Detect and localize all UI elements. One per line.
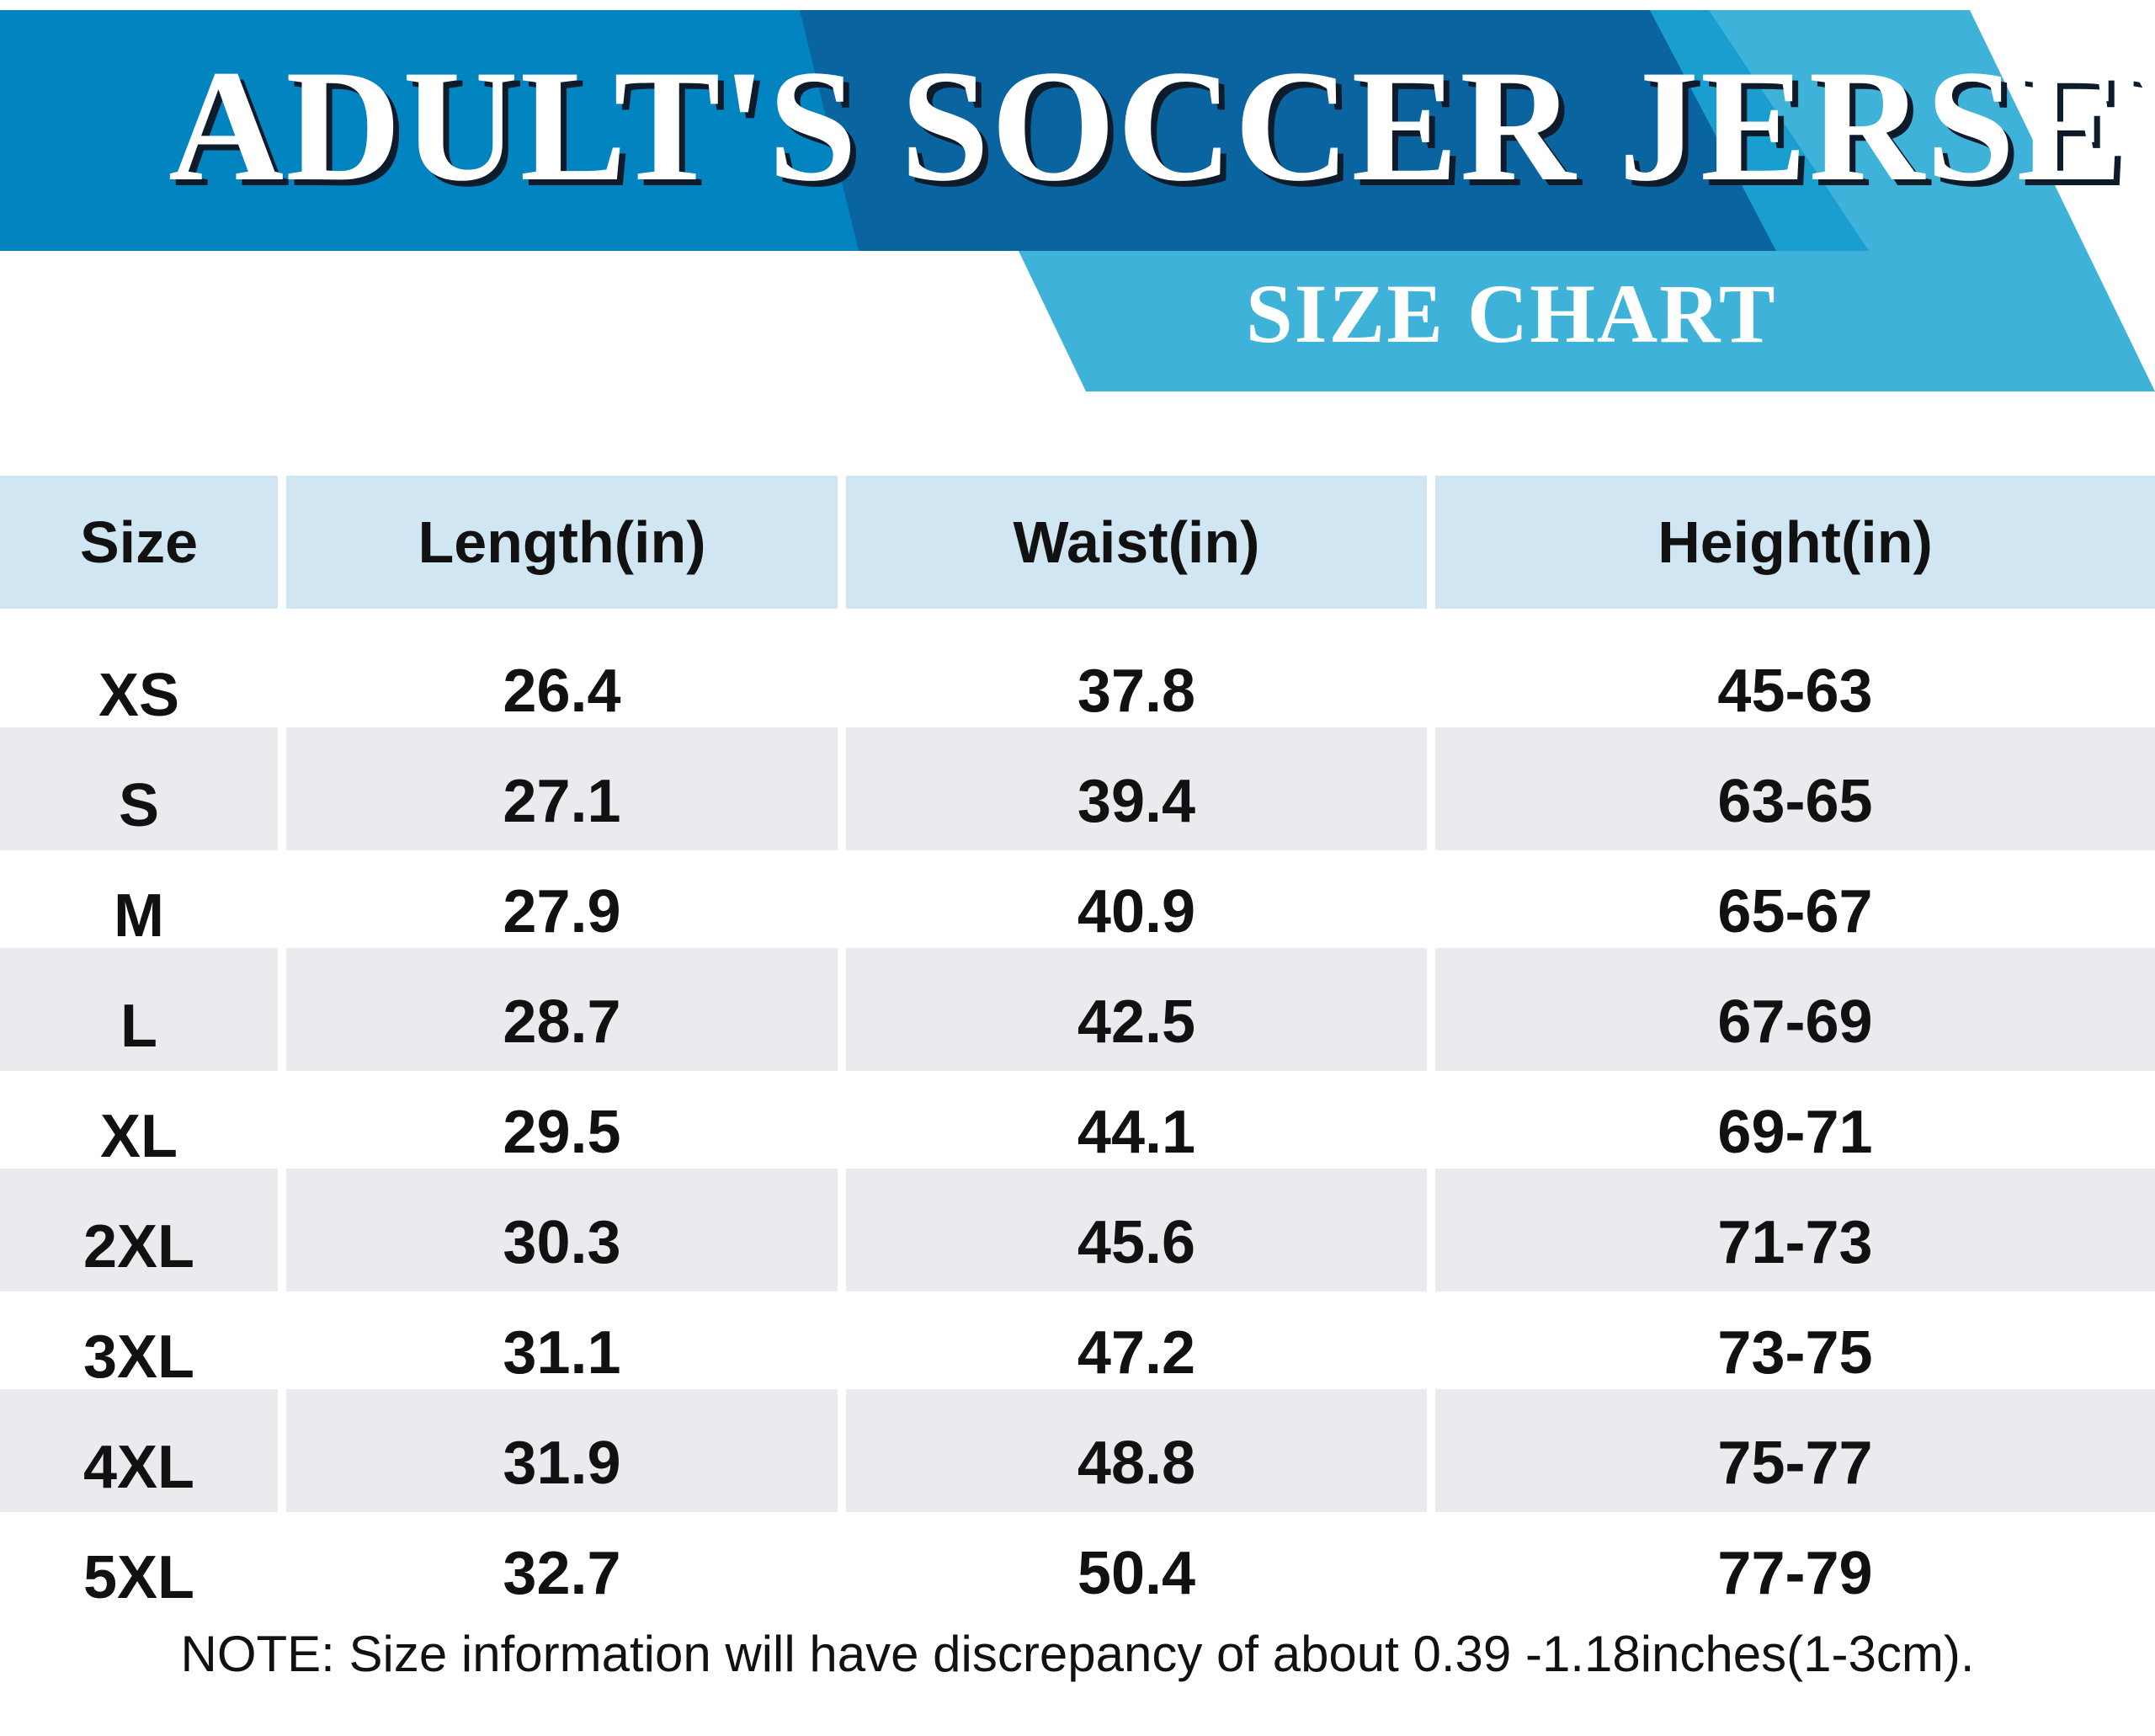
column-gap [278,1169,286,1291]
banner-dark-band [800,10,1776,251]
header-size: Size [0,476,278,609]
cell-waist: 40.9 [1077,877,1196,945]
column-gap [278,948,286,1071]
column-gap [278,1389,286,1512]
cell-height: 75-77 [1717,1429,1873,1497]
cell-height: 65-67 [1717,877,1873,945]
cell-size: XL [99,1102,178,1170]
cell-waist: 39.4 [1077,767,1196,835]
column-gap [838,948,846,1071]
row-background [0,727,2155,850]
cell-size: 3XL [82,1323,195,1391]
cell-size: M [114,881,164,950]
column-gap [1427,1169,1435,1291]
cell-waist: 44.1 [1077,1098,1196,1166]
header-height: Height(in) [1435,476,2155,609]
cell-length: 32.7 [503,1539,621,1607]
cell-height: 63-65 [1717,767,1873,835]
cell-length: 31.9 [503,1429,621,1497]
cell-height: 67-69 [1717,988,1873,1056]
column-gap [838,1169,846,1291]
column-gap [838,1389,846,1512]
header-waist: Waist(in) [846,476,1427,609]
column-gap [1427,1389,1435,1512]
cell-length: 29.5 [503,1098,621,1166]
cell-length: 30.3 [503,1208,621,1276]
cell-length: 28.7 [503,988,621,1056]
cell-height: 71-73 [1717,1208,1873,1276]
cell-height: 73-75 [1717,1318,1873,1387]
column-gap [1427,948,1435,1071]
cell-length: 27.9 [503,877,621,945]
row-background [0,948,2155,1071]
cell-height: 77-79 [1717,1539,1873,1607]
cell-waist: 45.6 [1077,1208,1196,1276]
banner-accent [1650,10,1869,251]
page-title: ADULT'S SOCCER JERSEY [168,38,2155,215]
header-length: Length(in) [286,476,838,609]
cell-length: 31.1 [503,1318,621,1387]
cell-length: 27.1 [503,767,621,835]
header-banner [0,10,2155,391]
row-background [0,1389,2155,1512]
cell-height: 45-63 [1717,657,1873,725]
column-gap [278,727,286,850]
cell-size: 2XL [82,1212,195,1281]
size-note: NOTE: Size information will have discrep… [180,1626,1975,1682]
cell-size: 4XL [82,1433,195,1501]
cell-waist: 48.8 [1077,1429,1196,1497]
cell-size: 5XL [82,1543,195,1611]
cell-waist: 50.4 [1077,1539,1196,1607]
page-subtitle: SIZE CHART [1246,267,1777,360]
cell-size: S [118,771,160,839]
column-gap [1427,727,1435,850]
cell-waist: 47.2 [1077,1318,1196,1387]
column-gap [838,727,846,850]
cell-height: 69-71 [1717,1098,1873,1166]
cell-waist: 42.5 [1077,988,1196,1056]
row-background [0,1169,2155,1291]
cell-length: 26.4 [503,657,621,725]
cell-size: XS [98,661,180,729]
cell-size: L [120,992,157,1060]
cell-waist: 37.8 [1077,657,1196,725]
